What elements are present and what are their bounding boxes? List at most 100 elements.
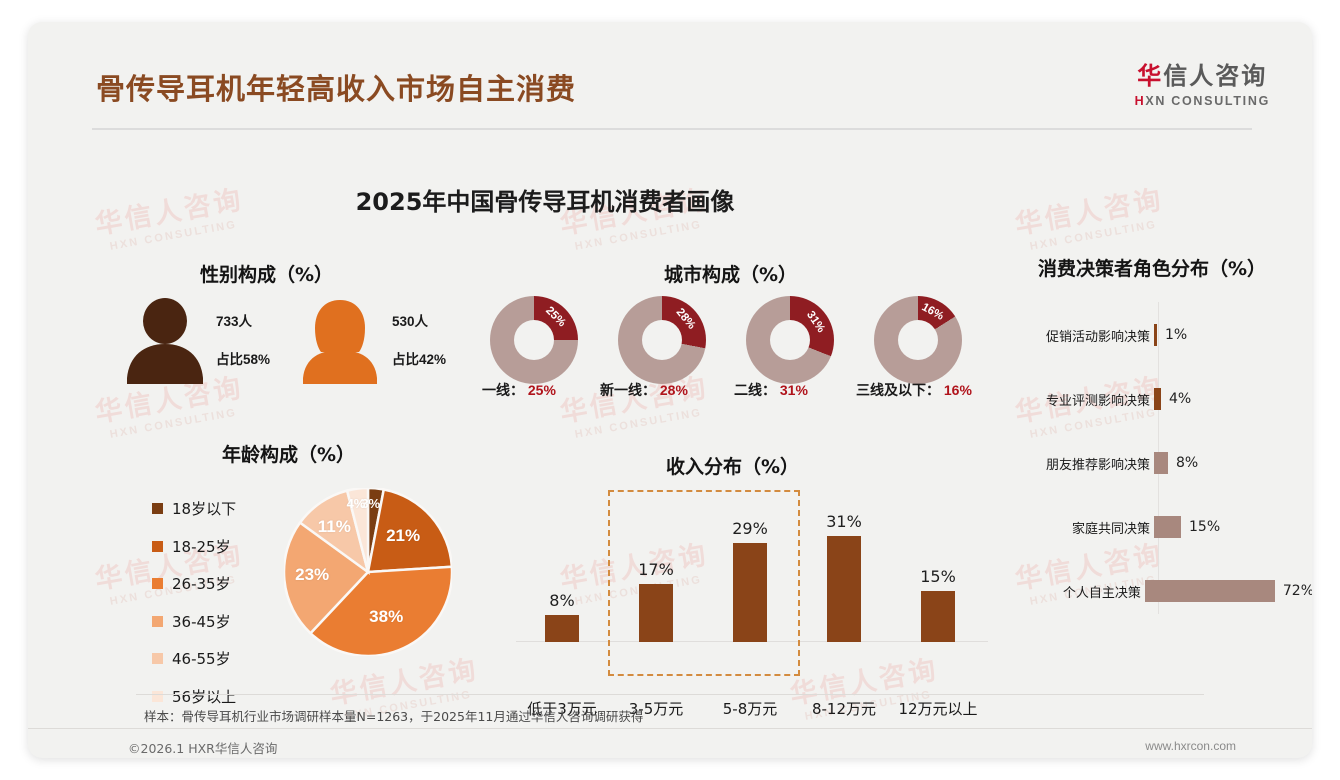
income-title: 收入分布（%）: [666, 456, 800, 478]
income-value-label: 8%: [549, 591, 575, 610]
donut-hole: [514, 320, 554, 360]
age-section: 年龄构成（%） 18岁以下 18-25岁 26-35岁 36-45岁 46-55岁 56岁…: [138, 440, 478, 706]
logo-english-rest: XN CONSULTING: [1145, 94, 1270, 108]
female-share: 占比42%: [392, 352, 447, 367]
watermark-en: HXN CONSULTING: [573, 406, 704, 441]
male-share: 占比58%: [216, 352, 271, 367]
income-category-label: 8-12万元: [811, 700, 877, 718]
income-bar: [639, 584, 673, 642]
pie-value-label: 38%: [369, 607, 404, 627]
decision-value-label: 15%: [1189, 519, 1221, 535]
city-caption-value: 25%: [524, 382, 556, 398]
decision-row: 专业评测影响决策 4%: [1024, 386, 1312, 412]
decision-bar: [1144, 580, 1275, 602]
income-value-label: 31%: [826, 512, 862, 531]
donut-value-label: 16%: [919, 301, 946, 323]
income-value-label: 15%: [920, 567, 956, 586]
logo-h-glyph: H: [1134, 94, 1146, 108]
donut-ring: 25%: [490, 296, 578, 384]
decision-label: 促销活动影响决策: [1045, 329, 1150, 345]
age-legend-item: 56岁以上: [152, 686, 236, 707]
pie-value-label: 21%: [386, 525, 421, 545]
female-count: 530人: [392, 314, 429, 329]
city-caption-label: 新一线：: [600, 382, 656, 398]
copyright: ©2026.1 HXR华信人咨询: [128, 741, 278, 756]
income-bar-column: 15%: [892, 567, 984, 642]
legend-label: 36-45岁: [172, 612, 231, 631]
pie-value-label: 23%: [295, 564, 330, 584]
decision-row: 朋友推荐影响决策 8%: [1024, 450, 1312, 476]
header: 骨传导耳机年轻高收入市场自主消费 华信人咨询 HXN CONSULTING: [28, 22, 1312, 118]
logo-hua-glyph: 华: [1137, 62, 1164, 90]
pie-value-label: 4%: [346, 496, 366, 512]
male-silhouette-icon: [127, 298, 203, 384]
gender-section: 性别构成（%） 733人 占比58% 530人 占比42%: [124, 260, 484, 390]
income-bar-column: 17%: [610, 560, 702, 642]
decision-value-label: 72%: [1282, 583, 1312, 599]
income-bar-column: 8%: [516, 591, 608, 642]
donut-ring: 31%: [746, 296, 834, 384]
income-category-label: 3-5万元: [628, 700, 684, 718]
city-caption-value: 28%: [656, 382, 688, 398]
chart-subtitle: 2025年中国骨传导耳机消费者画像: [355, 188, 735, 216]
logo-chinese: 华信人咨询: [1135, 56, 1270, 91]
legend-swatch: [152, 653, 163, 664]
income-category-label: 5-8万元: [722, 700, 778, 718]
city-donut-一线: 25%: [490, 296, 578, 384]
age-pie-chart: 3% 21% 38% 23% 11% 4%: [282, 486, 454, 658]
income-category-label: 低于3万元: [527, 700, 597, 718]
page-title: 骨传导耳机年轻高收入市场自主消费: [96, 72, 577, 106]
income-bar-chart: 8% 低于3万元 17% 3-5万元 29% 5-8万元 31% 8-12万元 15% 12万元以…: [508, 500, 1008, 718]
income-highlight-box: [608, 490, 800, 676]
legend-label: 26-35岁: [172, 575, 231, 593]
decision-row: 个人自主决策 72%: [1024, 578, 1312, 604]
city-donut-三线及以下: 16%: [874, 296, 962, 384]
sample-note: 样本：骨传导耳机行业市场调研样本量N=1263，于2025年11月通过华信人咨询…: [144, 709, 644, 724]
decision-title: 消费决策者角色分布（%）: [1038, 258, 1267, 280]
watermark-en: HXN CONSULTING: [1028, 218, 1159, 253]
income-value-label: 29%: [732, 519, 768, 538]
website-url: www.hxrcon.com: [1145, 739, 1236, 753]
note-divider: [136, 694, 1204, 695]
legend-swatch: [152, 690, 163, 702]
age-pie-svg: [282, 486, 454, 658]
city-caption-三线及以下: 三线及以下： 16%: [856, 380, 972, 400]
age-legend-item: 36-45岁: [152, 611, 236, 632]
pie-value-label: 11%: [317, 516, 351, 536]
header-divider: [92, 128, 1252, 130]
income-bar: [733, 543, 767, 642]
income-bar: [545, 615, 579, 642]
brand-logo: 华信人咨询 HXN CONSULTING: [1135, 56, 1270, 108]
legend-swatch: [152, 540, 163, 552]
pie-slice: [282, 520, 370, 636]
legend-label: 46-55岁: [172, 650, 231, 668]
decision-row: 促销活动影响决策 1%: [1024, 322, 1312, 348]
pie-slice: [345, 486, 370, 573]
city-caption-value: 16%: [940, 382, 972, 398]
income-category-label: 12万元以上: [898, 700, 978, 718]
city-donut-新一线: 28%: [618, 296, 706, 384]
income-bar-column: 31%: [798, 512, 890, 642]
legend-label: 56岁以上: [172, 687, 237, 706]
gender-title: 性别构成（%）: [200, 264, 334, 286]
pie-slice: [308, 565, 454, 658]
donut-hole: [642, 320, 682, 360]
city-caption-label: 三线及以下：: [856, 382, 940, 398]
female-silhouette-icon: [303, 300, 377, 384]
city-caption-value: 31%: [776, 382, 808, 398]
age-legend: 18岁以下 18-25岁 26-35岁 36-45岁 46-55岁 56岁以上: [152, 498, 236, 723]
pie-value-label: 3%: [361, 496, 381, 512]
donut-ring: 28%: [618, 296, 706, 384]
city-caption-label: 一线：: [482, 382, 524, 398]
income-bar: [921, 591, 955, 642]
logo-chinese-rest: 信人咨询: [1163, 62, 1268, 90]
city-caption-二线: 二线： 31%: [734, 380, 808, 400]
footer-divider: [28, 728, 1312, 729]
decision-label: 家庭共同决策: [1071, 521, 1150, 537]
income-bar: [827, 536, 861, 642]
decision-label: 专业评测影响决策: [1045, 393, 1150, 409]
decision-bar: [1154, 452, 1168, 474]
city-caption-label: 二线：: [734, 382, 776, 398]
decision-bar: [1154, 324, 1157, 346]
